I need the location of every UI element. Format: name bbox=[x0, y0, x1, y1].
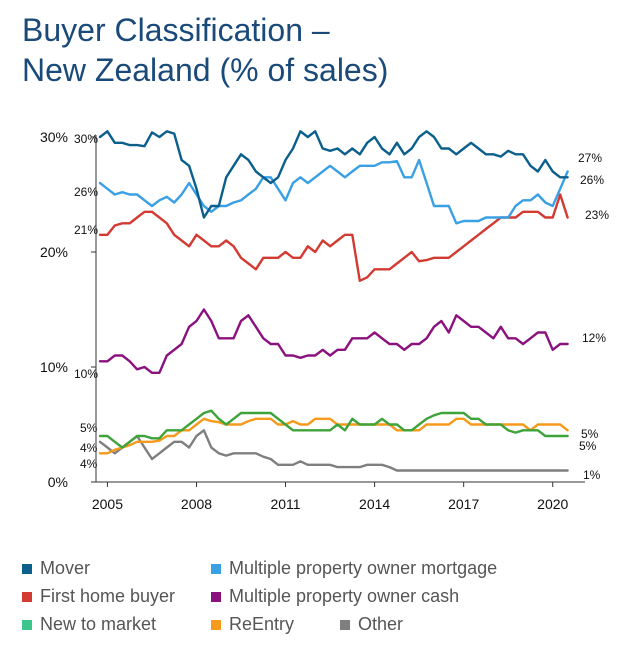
legend-swatch-first-home-buyer bbox=[22, 591, 32, 602]
series-line-mover bbox=[98, 130, 569, 219]
start-label-multiple-property-owner-cash: 10% bbox=[74, 367, 98, 381]
legend-label-new-to-market: New to market bbox=[40, 614, 157, 634]
legend-label-mpo-mortgage: Multiple property owner mortgage bbox=[229, 558, 498, 578]
chart-title-line-1: Buyer Classification – bbox=[22, 12, 330, 48]
end-label-other: 1% bbox=[583, 468, 601, 482]
start-label-other: 4% bbox=[80, 457, 98, 471]
series-line-multiple-property-owner-cash bbox=[98, 308, 569, 374]
x-tick-label: 2014 bbox=[359, 496, 390, 512]
legend-label-mover: Mover bbox=[40, 558, 91, 578]
legend-label-reentry: ReEntry bbox=[229, 614, 295, 634]
legend-swatch-reentry bbox=[211, 619, 221, 630]
legend-swatch-mpo-cash bbox=[211, 591, 221, 602]
series-line-first-home-buyer bbox=[98, 193, 569, 282]
x-tick-label: 2005 bbox=[92, 496, 123, 512]
legend-swatch-mover bbox=[22, 563, 32, 574]
start-label-first-home-buyer: 21% bbox=[74, 223, 98, 237]
legend-item-mpo-mortgage: Multiple property owner mortgage bbox=[211, 558, 497, 579]
legend-label-other: Other bbox=[358, 614, 404, 634]
legend-swatch-other bbox=[340, 619, 350, 630]
y-tick-label: 30% bbox=[40, 129, 68, 145]
legend-item-other: Other bbox=[340, 614, 403, 635]
y-tick-label: 0% bbox=[48, 474, 68, 490]
chart-title: Buyer Classification – New Zealand (% of… bbox=[22, 10, 582, 90]
legend-label-first-home-buyer: First home buyer bbox=[40, 586, 176, 606]
x-tick-label: 2011 bbox=[270, 496, 300, 512]
x-tick-label: 2020 bbox=[537, 496, 568, 512]
end-label-multiple-property-owner-mortgage: 26% bbox=[580, 173, 604, 187]
end-label-new-to-market: 5% bbox=[579, 439, 597, 453]
legend-swatch-mpo-mortgage bbox=[211, 563, 221, 574]
end-label-mover: 27% bbox=[578, 151, 602, 165]
legend-item-mover: Mover bbox=[22, 558, 90, 579]
y-tick-label: 10% bbox=[40, 359, 68, 375]
start-label-mover: 30% bbox=[74, 132, 98, 146]
legend-swatch-new-to-market bbox=[22, 619, 32, 630]
legend-label-mpo-cash: Multiple property owner cash bbox=[229, 586, 460, 606]
start-label-new-to-market: 4% bbox=[80, 441, 98, 455]
series-line-other bbox=[98, 429, 569, 472]
legend-item-new-to-market: New to market bbox=[22, 614, 156, 635]
series-line-multiple-property-owner-mortgage bbox=[98, 158, 569, 225]
x-tick-label: 2017 bbox=[448, 496, 479, 512]
x-tick-label: 2008 bbox=[181, 496, 212, 512]
start-label-reentry: 5% bbox=[80, 421, 98, 435]
series-line-new-to-market bbox=[98, 409, 569, 449]
legend-item-mpo-cash: Multiple property owner cash bbox=[211, 586, 459, 607]
line-chart: 0% 10% 20% 30% 2005 2008 2011 2014 2017 2020 30% 27… bbox=[40, 129, 609, 512]
end-label-first-home-buyer: 23% bbox=[585, 208, 609, 222]
end-label-reentry: 5% bbox=[581, 427, 599, 441]
start-label-multiple-property-owner-mortgage: 26% bbox=[74, 185, 98, 199]
end-label-multiple-property-owner-cash: 12% bbox=[582, 331, 606, 345]
chart-title-line-2: New Zealand (% of sales) bbox=[22, 52, 389, 88]
y-tick-label: 20% bbox=[40, 244, 68, 260]
legend-item-first-home-buyer: First home buyer bbox=[22, 586, 175, 607]
legend-item-reentry: ReEntry bbox=[211, 614, 294, 635]
